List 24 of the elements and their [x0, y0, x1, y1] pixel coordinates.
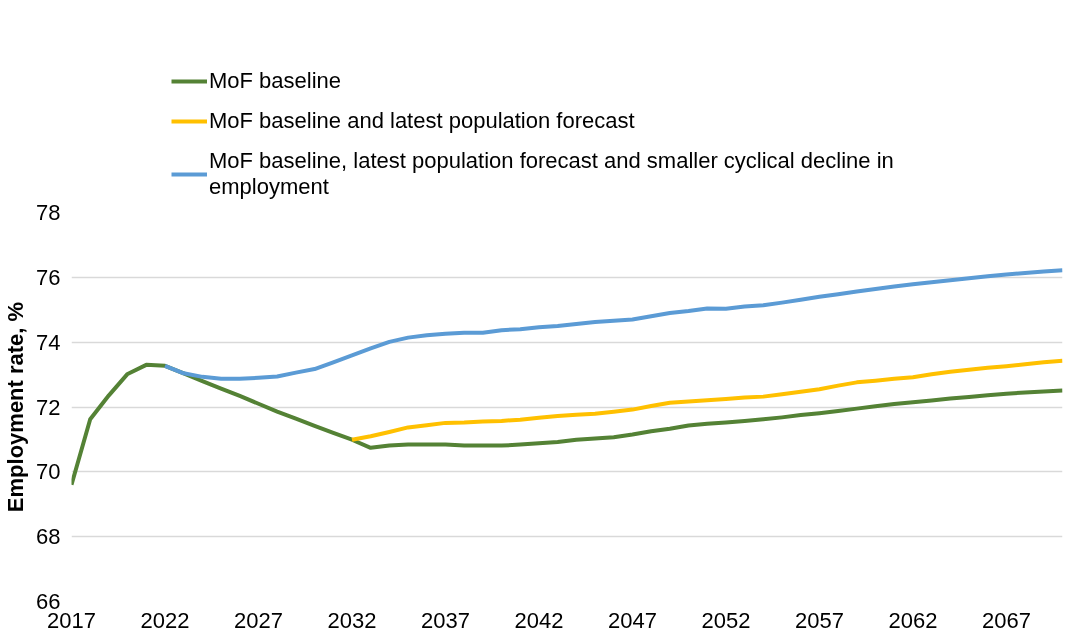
x-tick-label: 2022 [140, 607, 190, 633]
y-tick-label: 66 [36, 589, 61, 614]
x-tick-label: 2027 [234, 607, 283, 633]
legend-label: MoF baseline and latest population forecast [209, 108, 635, 134]
y-tick-label: 76 [36, 264, 61, 290]
x-tick-label: 2032 [327, 607, 377, 633]
line-series [162, 268, 1063, 381]
y-tick-label: 72 [36, 394, 61, 420]
y-tick-label: 70 [36, 459, 61, 485]
x-tick-label: 2052 [701, 607, 751, 633]
y-axis-title: Employment rate, % [3, 301, 29, 513]
line-series [71, 362, 1063, 487]
y-tick-label: 78 [36, 200, 61, 225]
y-tick-label: 68 [36, 524, 61, 550]
y-tick-label: 74 [36, 329, 61, 355]
x-tick-label: 2062 [888, 607, 938, 633]
legend-label: MoF baseline, latest population forecast and smaller cyclical decline in employment [209, 148, 894, 200]
x-tick-label: 2067 [981, 607, 1031, 633]
x-tick-label: 2037 [420, 607, 470, 633]
x-tick-label: 2042 [514, 607, 564, 633]
x-tick-label: 2047 [607, 607, 657, 633]
legend-label: MoF baseline [209, 68, 342, 94]
line-series [349, 358, 1063, 442]
x-tick-label: 2057 [794, 607, 844, 633]
